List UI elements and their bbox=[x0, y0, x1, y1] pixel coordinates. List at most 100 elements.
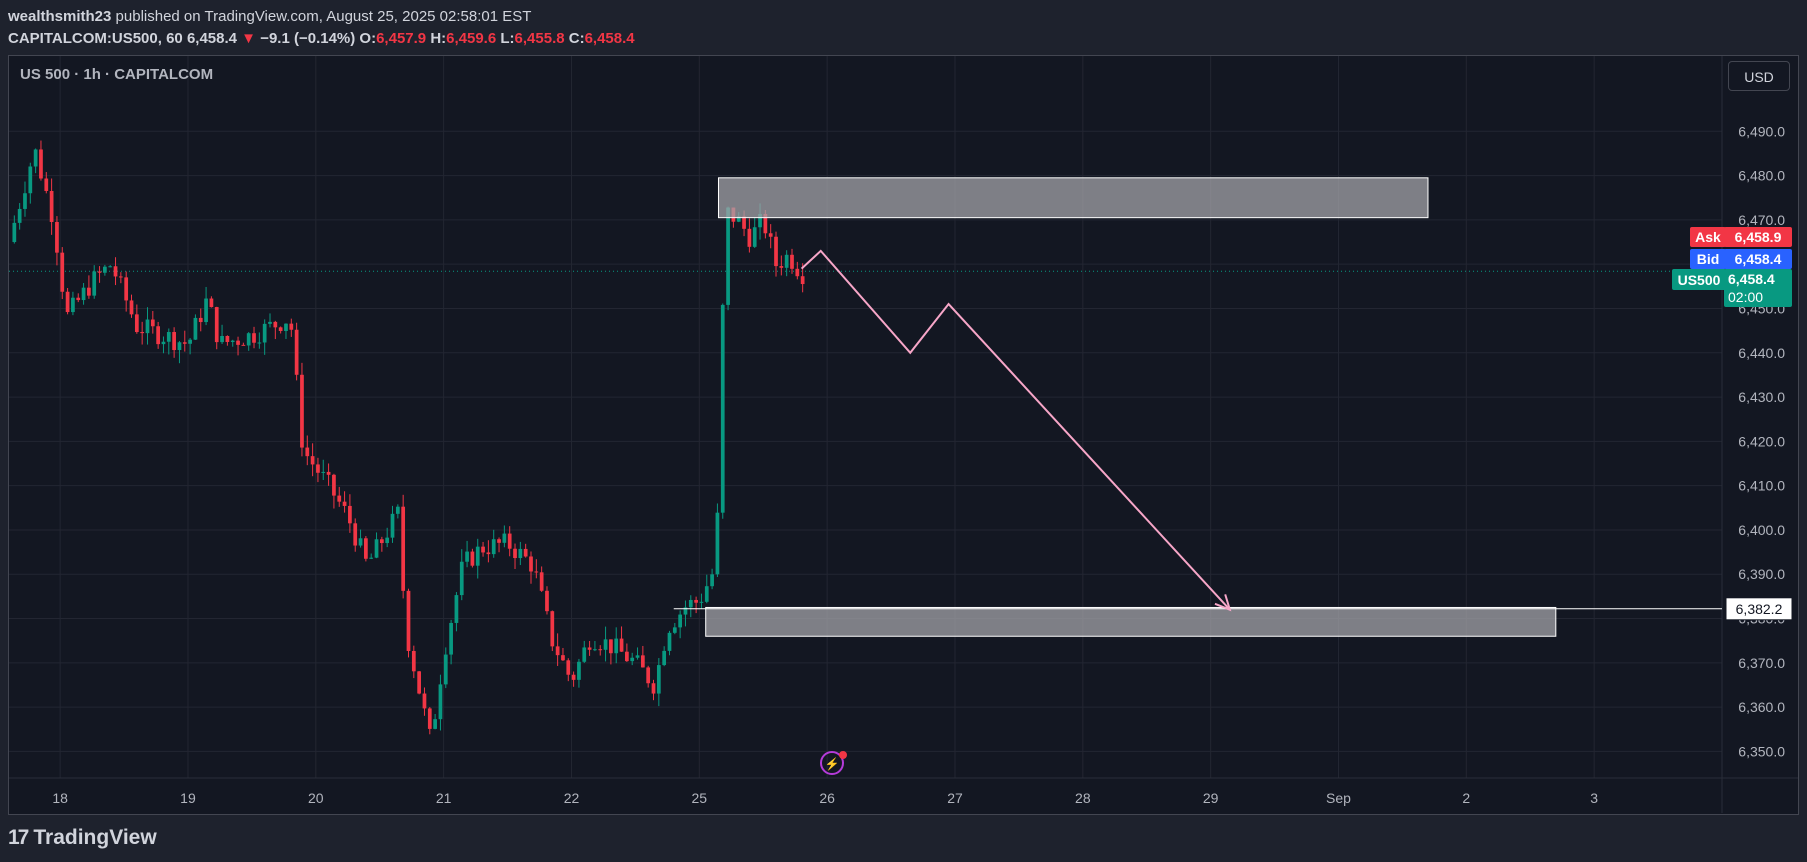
candle-body bbox=[571, 674, 576, 680]
ask-price: 6,458.9 bbox=[1735, 229, 1782, 245]
candle-body bbox=[108, 266, 113, 268]
open-value: 6,457.9 bbox=[376, 30, 427, 47]
candle-body bbox=[316, 464, 320, 473]
candle-body bbox=[305, 447, 310, 457]
high-label: H: bbox=[430, 30, 447, 47]
candle-body bbox=[97, 271, 102, 273]
x-tick-label: 27 bbox=[947, 790, 963, 806]
bid-price-bg bbox=[1724, 249, 1792, 269]
candle-body bbox=[241, 344, 246, 346]
candle-body bbox=[523, 548, 528, 557]
x-tick-label: Sep bbox=[1326, 790, 1351, 806]
candle-body bbox=[619, 638, 624, 652]
target-level-tag: 6,382.2 bbox=[1736, 601, 1783, 617]
currency-button[interactable]: USD bbox=[1728, 61, 1790, 91]
candle-body bbox=[225, 335, 230, 342]
candle-body bbox=[193, 317, 198, 340]
candle-body bbox=[150, 319, 155, 327]
bid-label-bg bbox=[1690, 249, 1726, 269]
tradingview-logo[interactable]: 17 TradingView bbox=[8, 826, 157, 850]
candle-body bbox=[406, 590, 411, 651]
notification-dot bbox=[839, 751, 847, 759]
x-tick-label: 2 bbox=[1462, 790, 1470, 806]
candle-body bbox=[118, 276, 123, 278]
publish-info: published on TradingView.com, August 25,… bbox=[115, 8, 532, 25]
candle-body bbox=[156, 326, 161, 345]
candle-body bbox=[49, 190, 54, 222]
candle-body bbox=[667, 632, 672, 651]
bid-label: Bid bbox=[1697, 251, 1720, 267]
candle-body bbox=[140, 332, 145, 334]
candle-body bbox=[433, 719, 437, 729]
candle-body bbox=[145, 319, 150, 334]
low-value: 6,455.8 bbox=[514, 30, 565, 47]
tradingview-logo-icon: 17 bbox=[8, 826, 29, 849]
candle-body bbox=[614, 638, 619, 654]
candle-body bbox=[427, 708, 432, 729]
ohlc-line: CAPITALCOM:US500, 60 6,458.4 ▼ −9.1 (−0.… bbox=[8, 28, 635, 50]
low-label: L: bbox=[500, 30, 515, 47]
x-tick-label: 22 bbox=[564, 790, 580, 806]
candle-body bbox=[214, 307, 219, 343]
candle-body bbox=[545, 590, 549, 612]
candle-body bbox=[262, 323, 267, 343]
candle-body bbox=[294, 329, 299, 375]
demand-zone bbox=[705, 606, 1557, 637]
candle-body bbox=[310, 456, 315, 465]
candle-body bbox=[688, 599, 693, 608]
candle-body bbox=[513, 548, 517, 559]
y-tick-label: 6,420.0 bbox=[1738, 433, 1785, 449]
candle-body bbox=[401, 506, 406, 591]
publish-line: wealthsmith23 published on TradingView.c… bbox=[8, 6, 635, 28]
candle-body bbox=[790, 254, 794, 269]
candle-body bbox=[529, 556, 533, 572]
candle-body bbox=[337, 495, 342, 502]
candle-body bbox=[443, 654, 448, 685]
y-tick-label: 6,400.0 bbox=[1738, 522, 1785, 538]
candle-body bbox=[81, 287, 86, 301]
candle-body bbox=[566, 660, 571, 675]
candle-body bbox=[257, 342, 262, 344]
candle-body bbox=[65, 291, 70, 313]
close-label: C: bbox=[568, 30, 585, 47]
y-tick-label: 6,490.0 bbox=[1738, 123, 1785, 139]
candle-body bbox=[17, 208, 22, 223]
candle-body bbox=[166, 332, 171, 342]
candle-body bbox=[358, 538, 363, 546]
candle-body bbox=[134, 314, 139, 333]
candle-body bbox=[470, 551, 475, 566]
candle-body bbox=[598, 649, 603, 651]
candle-body bbox=[177, 342, 182, 351]
candle-body bbox=[369, 557, 374, 559]
open-label: O: bbox=[359, 30, 377, 47]
x-tick-label: 3 bbox=[1590, 790, 1598, 806]
candle-body bbox=[12, 222, 17, 243]
candle-body bbox=[300, 374, 304, 448]
candle-body bbox=[454, 595, 459, 623]
candle-body bbox=[742, 216, 746, 229]
y-tick-label: 6,480.0 bbox=[1738, 168, 1785, 184]
candle-body bbox=[640, 655, 645, 668]
candle-body bbox=[651, 683, 656, 694]
candle-body bbox=[481, 546, 485, 553]
candle-body bbox=[246, 333, 251, 346]
candle-body bbox=[768, 233, 773, 237]
author-name[interactable]: wealthsmith23 bbox=[8, 8, 112, 25]
candle-body bbox=[411, 650, 416, 672]
y-tick-label: 6,350.0 bbox=[1738, 743, 1785, 759]
candle-body bbox=[321, 471, 326, 473]
y-tick-label: 6,390.0 bbox=[1738, 566, 1785, 582]
projection-arrowhead bbox=[1214, 594, 1232, 612]
projection-path bbox=[800, 249, 1231, 611]
candle-body bbox=[672, 627, 677, 633]
candle-body bbox=[252, 333, 256, 343]
candle-body bbox=[518, 548, 523, 559]
candle-body bbox=[577, 661, 581, 680]
candle-body bbox=[561, 655, 565, 661]
candle-body bbox=[475, 546, 480, 566]
candle-body bbox=[784, 254, 789, 268]
candle-body bbox=[438, 684, 443, 720]
candle-body bbox=[417, 671, 422, 694]
chart-symbol-label: US 500 · 1h · CAPITALCOM bbox=[20, 66, 214, 83]
